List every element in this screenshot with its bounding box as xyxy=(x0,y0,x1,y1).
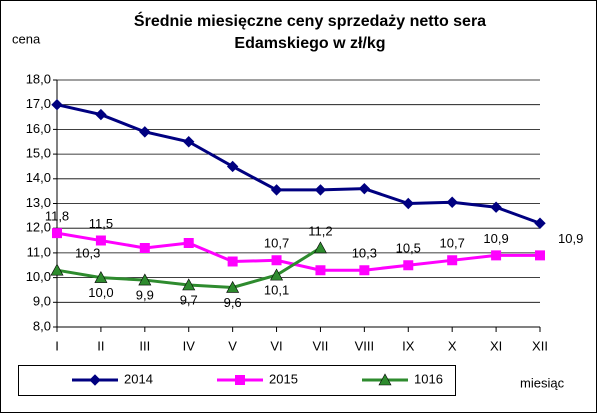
legend-marker xyxy=(235,375,245,385)
data-label: 9,9 xyxy=(136,288,154,303)
chart-title: Edamskiego w zł/kg xyxy=(234,35,385,52)
x-tick-label: VIII xyxy=(355,338,375,353)
x-tick-label: IV xyxy=(183,338,196,353)
y-tick-label: 10,0 xyxy=(26,269,51,284)
x-axis-label: miesiąc xyxy=(520,375,565,390)
x-tick-label: IX xyxy=(402,338,415,353)
data-point xyxy=(139,242,150,253)
data-label: 9,7 xyxy=(180,292,198,307)
series-line xyxy=(56,231,540,272)
x-tick-label: VII xyxy=(313,338,329,353)
data-point xyxy=(183,238,194,249)
data-point xyxy=(491,250,502,261)
data-point xyxy=(403,260,414,271)
legend-label: 2014 xyxy=(124,371,153,386)
data-point xyxy=(52,228,62,239)
data-label: 11,8 xyxy=(45,209,69,224)
data-point xyxy=(534,217,546,229)
data-label: 10,3 xyxy=(75,246,100,261)
data-point xyxy=(95,235,106,246)
data-point xyxy=(95,108,107,121)
y-axis-label: cena xyxy=(12,31,41,46)
x-tick-label: III xyxy=(139,338,150,353)
y-tick-label: 12,0 xyxy=(26,220,51,235)
y-tick-label: 13,0 xyxy=(26,195,51,210)
data-point xyxy=(139,126,151,138)
data-label: 11,2 xyxy=(308,223,332,238)
y-tick-label: 15,0 xyxy=(26,146,51,161)
data-point xyxy=(227,256,238,267)
data-point xyxy=(358,182,371,195)
y-tick-label: 14,0 xyxy=(26,170,51,185)
data-label: 10,0 xyxy=(88,285,113,300)
data-label: 10,3 xyxy=(352,246,377,261)
x-tick-label: I xyxy=(55,338,59,353)
data-point xyxy=(270,184,283,196)
data-point xyxy=(315,265,326,276)
data-point xyxy=(183,136,195,148)
data-label: 10,9 xyxy=(483,231,508,246)
data-label: 10,7 xyxy=(440,236,465,251)
data-label: 10,9 xyxy=(558,231,583,246)
data-point xyxy=(138,273,152,286)
data-point xyxy=(226,280,240,293)
data-point xyxy=(226,160,239,173)
data-point xyxy=(359,265,370,276)
legend-marker xyxy=(89,374,101,386)
y-tick-label: 9,0 xyxy=(33,294,51,309)
x-tick-label: VI xyxy=(270,338,282,353)
x-tick-label: X xyxy=(448,338,457,353)
data-point xyxy=(402,197,414,210)
y-tick-label: 18,0 xyxy=(26,71,51,86)
y-tick-label: 16,0 xyxy=(26,121,51,136)
data-label: 10,1 xyxy=(264,283,289,298)
data-label: 9,6 xyxy=(224,295,242,310)
data-point xyxy=(535,250,545,261)
data-point xyxy=(490,201,502,213)
data-label: 11,5 xyxy=(89,216,113,231)
data-point xyxy=(182,278,196,291)
y-tick-label: 17,0 xyxy=(26,96,51,111)
data-point xyxy=(270,268,284,281)
x-tick-label: II xyxy=(97,338,104,353)
x-tick-label: XII xyxy=(532,338,548,353)
y-tick-label: 8,0 xyxy=(33,318,51,333)
legend-marker xyxy=(378,373,392,386)
data-point xyxy=(446,196,458,208)
data-label: 10,7 xyxy=(264,236,289,251)
x-tick-label: XI xyxy=(490,338,502,353)
data-point xyxy=(51,98,63,111)
data-point xyxy=(314,184,327,196)
data-point xyxy=(271,255,282,266)
y-tick-label: 11,0 xyxy=(27,244,51,259)
legend-label: 2015 xyxy=(269,371,298,386)
data-point xyxy=(94,270,108,283)
x-tick-label: V xyxy=(228,338,237,353)
legend-label: 1016 xyxy=(414,371,443,386)
data-label: 10,5 xyxy=(396,241,421,256)
chart-title: Średnie miesięczne ceny sprzedaży netto … xyxy=(134,11,486,30)
data-point xyxy=(50,263,64,276)
data-point xyxy=(313,241,327,254)
data-point xyxy=(447,255,458,266)
series-line xyxy=(56,103,541,225)
